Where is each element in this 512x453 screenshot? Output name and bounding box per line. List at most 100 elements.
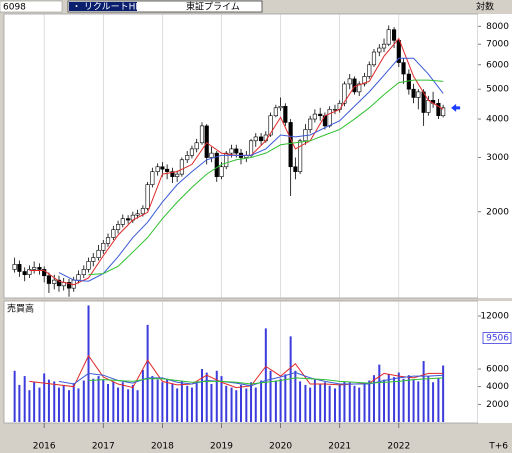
candle-body (219, 166, 224, 177)
candle-body (234, 148, 239, 154)
candle-body (96, 249, 101, 258)
candle-body (214, 152, 219, 177)
candle-body (347, 78, 352, 85)
volume-bar (190, 387, 193, 422)
y-tick-label: 5000 (486, 85, 509, 95)
candle-body (278, 105, 283, 109)
volume-bar (304, 384, 307, 422)
volume-bar (18, 384, 21, 422)
market: 東証プライム (186, 1, 240, 13)
volume-bar (338, 384, 341, 422)
volume-bar (328, 385, 331, 422)
candle-body (273, 107, 278, 117)
volume-bar (260, 380, 263, 422)
candle-body (111, 229, 116, 238)
candle-body (185, 155, 190, 161)
candle-body (229, 148, 234, 154)
candle-body (199, 125, 205, 144)
candle-body (46, 275, 51, 284)
candle-body (17, 264, 22, 272)
time-offset[interactable]: T+6 (488, 442, 508, 452)
volume-bar (397, 372, 400, 422)
volume-bar (368, 380, 371, 422)
volume-bar (402, 378, 405, 422)
volume-bar (215, 370, 218, 422)
name-highlight (69, 2, 137, 11)
candle-body (12, 264, 17, 270)
candle-body (327, 109, 332, 127)
candle-body (86, 261, 91, 270)
volume-bar (393, 376, 396, 422)
candle-body (362, 76, 367, 85)
volume-bar (309, 387, 312, 422)
volume-bar (107, 384, 110, 422)
candle-body (352, 78, 357, 93)
volume-bar (240, 384, 242, 422)
candle-body (441, 107, 446, 117)
candle-body (126, 218, 131, 221)
candle-body (224, 152, 229, 168)
volume-bar (57, 387, 60, 422)
volume-bar (279, 378, 282, 422)
candle-body (37, 267, 42, 270)
volume-bar (161, 382, 164, 422)
volume-bar (269, 370, 272, 422)
volume-bar (127, 389, 130, 422)
volume-bar (442, 365, 445, 422)
candle-body (22, 271, 27, 275)
volume-bar (92, 378, 95, 422)
volume-bar (319, 384, 322, 422)
volume-bar (299, 381, 302, 422)
volume-bar (264, 328, 267, 422)
volume-bar (358, 387, 361, 422)
volume-bar (235, 390, 238, 422)
x-tick-label: 2019 (210, 442, 233, 452)
volume-bar (353, 385, 356, 422)
volume-bar (250, 382, 253, 422)
volume-bar (43, 373, 46, 422)
volume-bar (407, 375, 410, 422)
candle-body (204, 125, 209, 158)
volume-bar (343, 381, 346, 422)
volume-bar (225, 385, 228, 422)
volume-y-tick-label: 12000 (480, 312, 509, 322)
candle-body (298, 140, 303, 172)
x-tick-label: 2021 (328, 442, 351, 452)
current-volume-label: 9506 (486, 334, 509, 344)
code-field[interactable] (0, 0, 63, 13)
candle-body (367, 64, 372, 77)
volume-bar (274, 380, 277, 422)
volume-bar (378, 364, 381, 422)
volume-bar (432, 382, 435, 422)
stock-name: ・ リクルートHD (72, 2, 142, 13)
volume-moving-average (29, 354, 444, 389)
volume-bar (313, 379, 316, 422)
volume-bar (77, 388, 80, 422)
volume-bar (171, 384, 174, 422)
volume-bar (422, 361, 425, 422)
volume-bar (102, 379, 105, 422)
volume-bar (151, 376, 154, 422)
volume-bar (437, 377, 440, 422)
volume-bar (387, 374, 390, 422)
y-tick-label: 6000 (486, 60, 509, 70)
stock-code: 6098 (3, 3, 26, 13)
candle-body (396, 40, 401, 63)
candle-body (56, 279, 62, 287)
volume-bar (156, 379, 159, 422)
volume-bar (97, 376, 100, 422)
candle-body (76, 274, 81, 281)
last-price-arrow (451, 103, 461, 112)
candle-body (293, 166, 298, 172)
candle-body (209, 152, 214, 158)
candle-body (101, 243, 106, 251)
candle-body (179, 159, 184, 175)
volume-bar (205, 372, 208, 422)
y-tick-label: 7000 (486, 40, 509, 50)
volume-y-tick-label: 6000 (486, 365, 509, 375)
candle-body (386, 29, 391, 45)
volume-bar (28, 390, 31, 422)
volume-bar (112, 381, 115, 422)
scale-mode[interactable]: 対数 (476, 1, 494, 13)
volume-bar (363, 383, 366, 422)
